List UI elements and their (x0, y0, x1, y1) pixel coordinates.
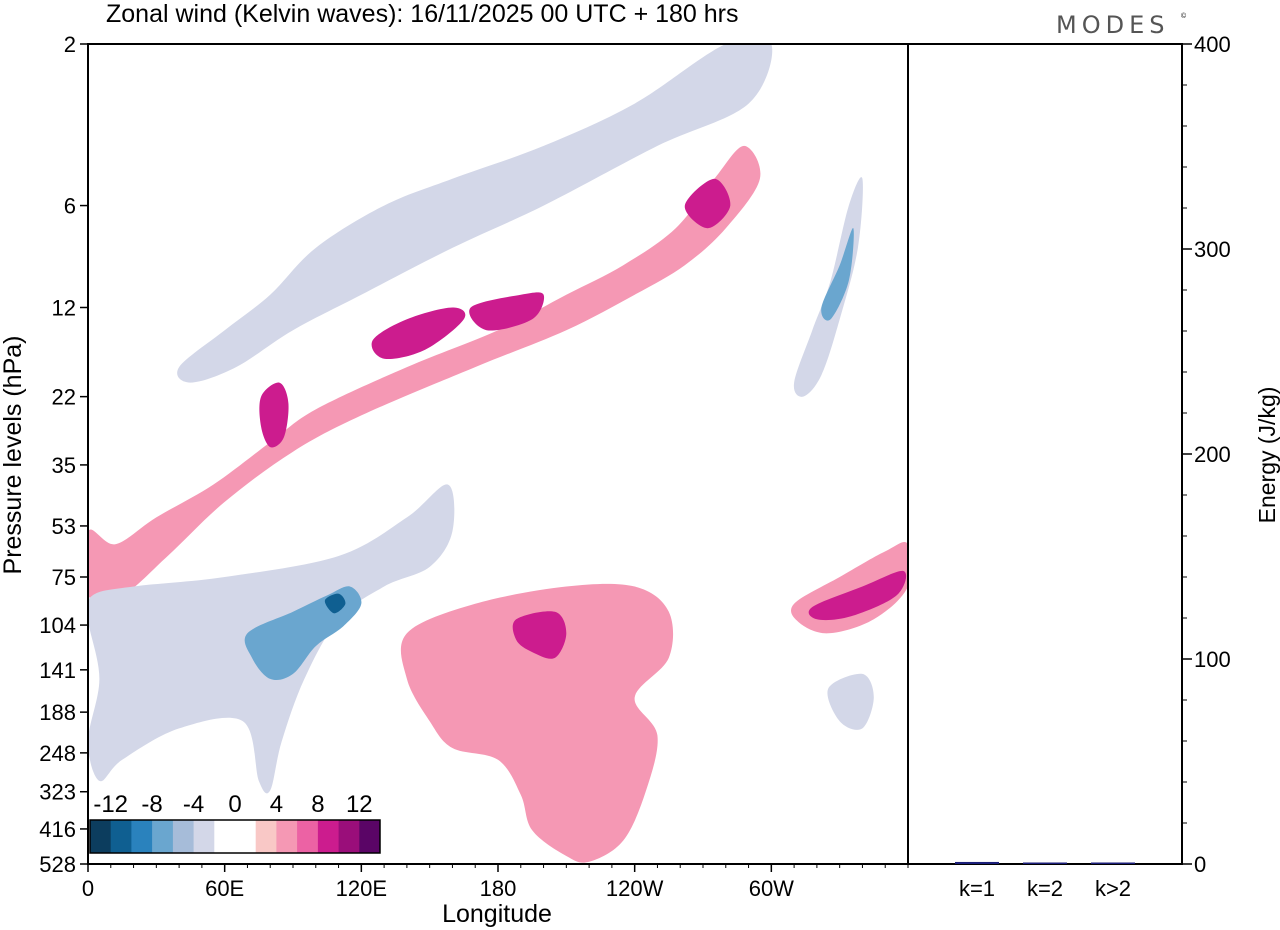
x-tick-label: 120E (336, 876, 387, 901)
y-tick-label: 188 (39, 700, 76, 725)
x-tick-label: 120W (606, 876, 664, 901)
x-tick-label: 180 (480, 876, 517, 901)
colorbar-swatch-6 (214, 820, 236, 853)
logo-registered-mark: © (1181, 12, 1187, 20)
energy-axis: 0 100 200 300 400 (1182, 32, 1231, 877)
contour-region-10 (684, 178, 731, 229)
energy-category-label: k=2 (1027, 876, 1063, 901)
energy-bar-k=2 (1023, 862, 1067, 864)
colorbar-label: 0 (228, 791, 241, 818)
y-axis-label: Pressure levels (hPa) (0, 336, 27, 575)
y-tick-label: 416 (39, 817, 76, 842)
colorbar-label: 4 (270, 791, 283, 818)
colorbar-swatch-12 (338, 820, 360, 853)
colorbar-swatch-7 (235, 820, 257, 853)
contour-region-8 (371, 307, 466, 360)
y-tick-label: 22 (52, 385, 76, 410)
colorbar: -12 -8 -4 0 4 8 12 (89, 791, 381, 854)
y-tick-label: 323 (39, 780, 76, 805)
energy-bar-k=1 (955, 861, 999, 864)
contour-regions (88, 44, 908, 863)
y-tick-label: 6 (64, 194, 76, 219)
energy-tick-label: 100 (1194, 647, 1231, 672)
contour-region-14 (808, 570, 907, 621)
contour-region-2 (793, 177, 863, 397)
colorbar-swatch-10 (297, 820, 319, 853)
energy-bars: k=1 k=2 k>2 (955, 861, 1135, 901)
colorbar-swatch-5 (193, 820, 215, 853)
y-tick-label: 75 (52, 565, 76, 590)
x-axis-label: Longitude (442, 900, 552, 928)
y-tick-label: 53 (52, 514, 76, 539)
colorbar-label: 12 (346, 791, 373, 818)
y-tick-label: 104 (39, 613, 76, 638)
contour-region-11 (821, 228, 854, 321)
y-tick-label: 35 (52, 453, 76, 478)
energy-tick-label: 0 (1194, 852, 1206, 877)
energy-tick-label: 200 (1194, 442, 1231, 467)
colorbar-swatch-3 (152, 820, 174, 853)
energy-category-label: k=1 (959, 876, 995, 901)
contour-region-7 (259, 382, 289, 448)
x-tick-label: 60W (749, 876, 794, 901)
colorbar-swatch-1 (110, 820, 132, 853)
colorbar-label: -8 (141, 791, 162, 818)
y-tick-label: 12 (52, 295, 76, 320)
y-tick-label: 248 (39, 741, 76, 766)
contour-region-1 (177, 44, 773, 383)
colorbar-swatch-2 (131, 820, 153, 853)
contour-region-15 (324, 593, 346, 614)
colorbar-swatch-0 (90, 820, 112, 853)
colorbar-frame (89, 819, 381, 854)
x-tick-label: 60E (205, 876, 244, 901)
modes-logo: MODES (1056, 11, 1169, 39)
energy-tick-label: 300 (1194, 237, 1231, 262)
longitude-axis: 0 60E 120E 180 120W 60W (82, 864, 909, 901)
contour-region-9 (469, 292, 545, 331)
colorbar-swatch-8 (255, 820, 277, 853)
colorbar-swatch-13 (359, 820, 381, 853)
contour-region-6 (827, 673, 874, 730)
colorbar-swatch-9 (276, 820, 298, 853)
colorbar-label: -4 (183, 791, 204, 818)
chart-title: Zonal wind (Kelvin waves): 16/11/2025 00… (106, 0, 739, 28)
y-tick-label: 141 (39, 658, 76, 683)
y-tick-label: 528 (39, 852, 76, 877)
colorbar-swatch-4 (172, 820, 194, 853)
energy-bar-k>2 (1091, 862, 1135, 864)
contour-region-13 (512, 611, 567, 659)
energy-category-label: k>2 (1095, 876, 1131, 901)
x-tick-label: 0 (82, 876, 94, 901)
colorbar-label: 8 (311, 791, 324, 818)
energy-tick-label: 400 (1194, 32, 1231, 57)
contour-region-0 (88, 145, 761, 602)
energy-panel-frame (907, 43, 1183, 865)
pressure-axis: 2 6 12 22 35 53 75 104 141 188 248 323 416 528 (39, 32, 88, 877)
contour-region-4 (400, 583, 674, 863)
energy-axis-label: Energy (J/kg) (1254, 387, 1280, 524)
colorbar-label: -12 (93, 791, 128, 818)
y-tick-label: 2 (64, 32, 76, 57)
colorbar-swatch-11 (317, 820, 339, 853)
